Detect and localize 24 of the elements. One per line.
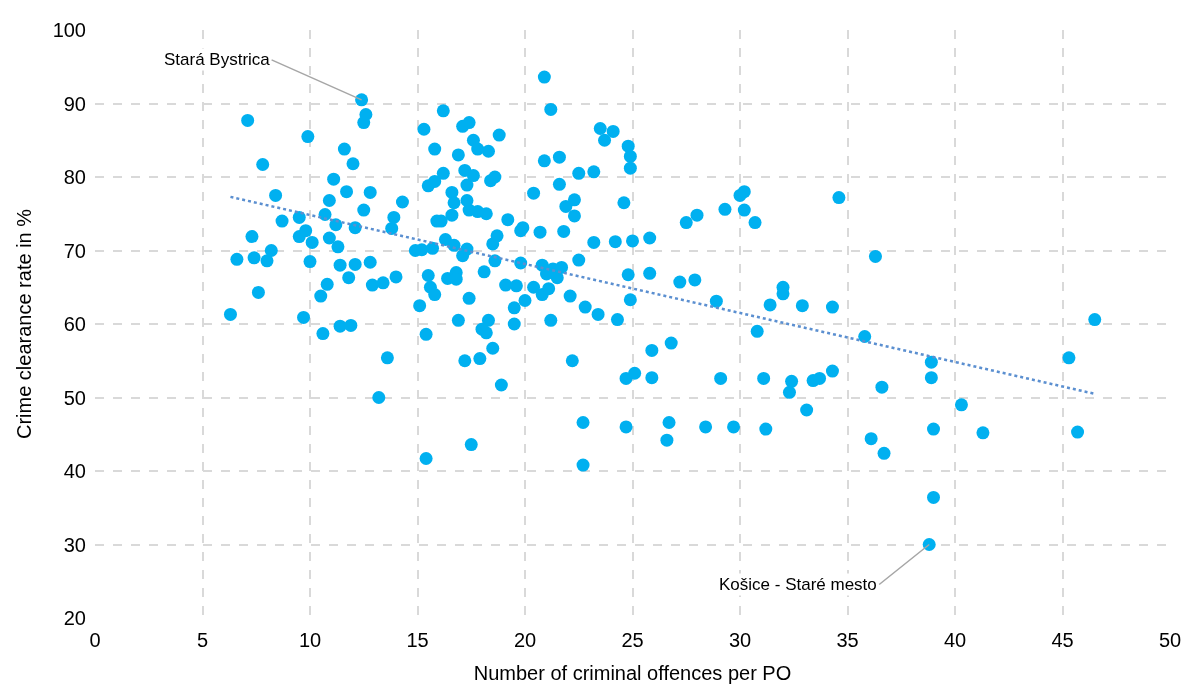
y-tick-label: 70 <box>63 239 86 262</box>
y-tick-label: 30 <box>63 533 86 556</box>
x-tick-label: 25 <box>621 629 644 651</box>
x-tick-label: 35 <box>836 629 859 651</box>
y-tick-label: 60 <box>63 313 86 335</box>
x-axis-title: Number of criminal offences per PO <box>473 661 792 684</box>
annotation: Stará Bystrica <box>164 50 271 69</box>
x-tick-label: 45 <box>1051 629 1074 651</box>
y-axis-title: Crime clearance rate in % <box>13 208 36 440</box>
x-tick-label: 20 <box>513 629 537 651</box>
x-tick-label: 15 <box>406 629 429 651</box>
y-tick-label: 80 <box>63 166 86 188</box>
x-tick-label: 40 <box>943 629 967 651</box>
y-tick-label: 90 <box>63 92 86 115</box>
x-tick-label: 0 <box>89 629 101 651</box>
y-tick-label: 20 <box>63 607 86 629</box>
y-tick-label: 50 <box>63 386 86 409</box>
annotation: Košice - Staré mesto <box>719 575 877 594</box>
x-tick-label: 30 <box>728 629 752 651</box>
x-tick-label: 10 <box>298 629 322 651</box>
x-tick-label: 5 <box>196 629 209 651</box>
y-tick-label: 40 <box>63 460 86 482</box>
x-tick-label: 50 <box>1158 629 1182 651</box>
y-tick-label: 100 <box>52 19 86 41</box>
